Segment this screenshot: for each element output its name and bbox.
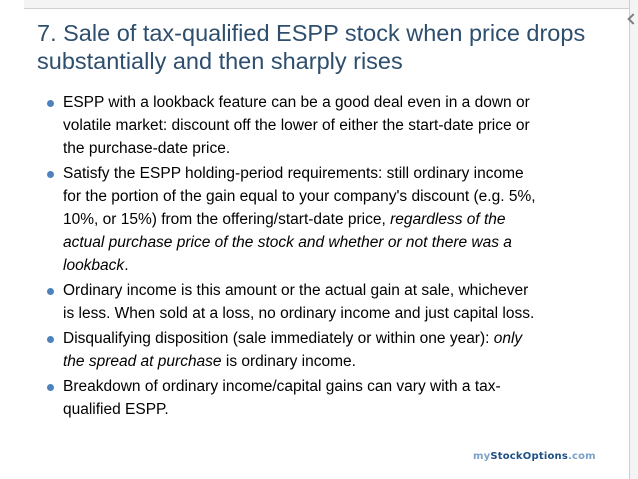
bullet-text: for the portion of the gain equal to you… [63, 188, 536, 205]
bullet-text: Disqualifying disposition (sale immediat… [63, 330, 494, 347]
slide-title-line: substantially and then sharply rises [37, 48, 403, 74]
bullet-emphasis: actual purchase price of the stock and w… [63, 234, 512, 251]
logo-part: .com [567, 451, 596, 462]
bullet-emphasis: lookback [63, 257, 125, 274]
bullet-line: qualified ESPP. [63, 398, 617, 421]
mystockoptions-logo: myStockOptions.com [473, 451, 596, 462]
bullet-list: ESPP with a lookback feature can be a go… [47, 91, 617, 421]
bullet-item: ESPP with a lookback feature can be a go… [47, 91, 617, 160]
bullet-text: Ordinary income is this amount or the ac… [63, 282, 529, 299]
bullet-line: lookback. [63, 254, 617, 277]
bullet-item: Breakdown of ordinary income/capital gai… [47, 375, 617, 421]
bullet-line: Satisfy the ESPP holding-period requirem… [63, 162, 617, 185]
bullet-text: volatile market: discount off the lower … [63, 117, 530, 134]
bullet-line: ESPP with a lookback feature can be a go… [63, 91, 617, 114]
bullet-text: is less. When sold at a loss, no ordinar… [63, 305, 535, 322]
bullet-text: Satisfy the ESPP holding-period requirem… [63, 165, 524, 182]
bullet-line: Disqualifying disposition (sale immediat… [63, 327, 617, 350]
bullet-text: is ordinary income. [221, 353, 356, 370]
bullet-text: 10%, or 15%) from the offering/start-dat… [63, 211, 391, 228]
bullet-dot-icon [47, 100, 54, 107]
slide-title-line: 7. Sale of tax-qualified ESPP stock when… [37, 20, 586, 46]
bullet-line: for the portion of the gain equal to you… [63, 185, 617, 208]
bullet-line: Breakdown of ordinary income/capital gai… [63, 375, 617, 398]
bullet-emphasis: the spread at purchase [63, 353, 222, 370]
bullet-line: Ordinary income is this amount or the ac… [63, 279, 617, 302]
top-edge-bar [24, 0, 638, 9]
bullet-dot-icon [47, 171, 54, 178]
logo-part: StockOptions [490, 451, 568, 462]
bullet-item: Satisfy the ESPP holding-period requirem… [47, 162, 617, 277]
bullet-emphasis: regardless of the [390, 211, 506, 228]
logo-part: my [473, 451, 491, 462]
bullet-emphasis: only [493, 330, 523, 347]
bullet-line: actual purchase price of the stock and w… [63, 231, 617, 254]
slide-title: 7. Sale of tax-qualified ESPP stock when… [37, 19, 627, 75]
bullet-line: is less. When sold at a loss, no ordinar… [63, 302, 617, 325]
bullet-text: qualified ESPP. [63, 401, 169, 418]
bullet-line: the spread at purchase is ordinary incom… [63, 350, 617, 373]
bullet-line: volatile market: discount off the lower … [63, 114, 617, 137]
bullet-line: the purchase-date price. [63, 137, 617, 160]
bullet-item: Ordinary income is this amount or the ac… [47, 279, 617, 325]
bullet-text: Breakdown of ordinary income/capital gai… [63, 378, 501, 395]
bullet-item: Disqualifying disposition (sale immediat… [47, 327, 617, 373]
right-edge-bar [629, 0, 638, 479]
bullet-text: ESPP with a lookback feature can be a go… [63, 94, 530, 111]
bullet-dot-icon [47, 384, 54, 391]
bullet-line: 10%, or 15%) from the offering/start-dat… [63, 208, 617, 231]
bullet-text: . [124, 257, 129, 274]
bullet-dot-icon [47, 288, 54, 295]
bullet-text: the purchase-date price. [63, 140, 231, 157]
bullet-dot-icon [47, 336, 54, 343]
